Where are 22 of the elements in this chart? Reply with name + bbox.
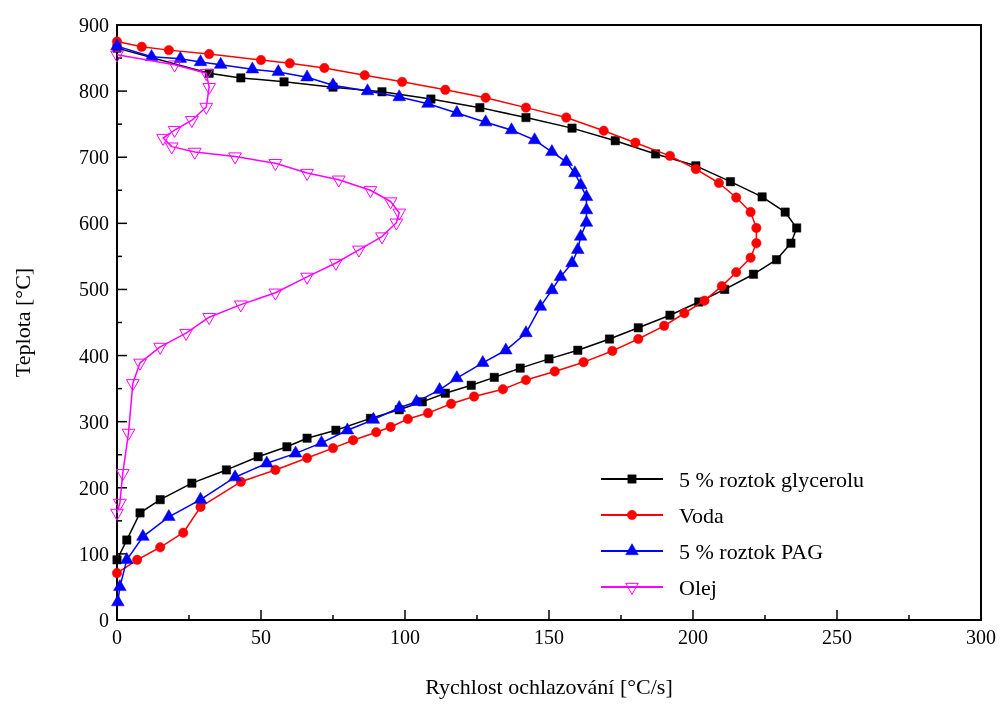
y-tick-label: 400 xyxy=(79,344,109,367)
y-tick-label: 800 xyxy=(79,80,109,103)
x-tick-label: 100 xyxy=(390,626,420,648)
x-axis-title: Rychlost ochlazování [°C/s] xyxy=(425,674,673,699)
y-tick-label: 600 xyxy=(79,212,109,235)
x-tick-label: 300 xyxy=(966,626,996,648)
legend-label: 5 % roztok glycerolu xyxy=(679,466,865,492)
x-tick-label: 200 xyxy=(678,626,708,648)
x-tick-label: 150 xyxy=(534,626,564,648)
y-tick-label: 500 xyxy=(79,278,109,301)
y-tick-label: 300 xyxy=(79,410,109,433)
legend-label: Olej xyxy=(679,574,717,600)
y-tick-label: 700 xyxy=(79,146,109,169)
y-tick-label: 0 xyxy=(99,609,109,631)
x-tick-label: 250 xyxy=(822,626,852,648)
y-tick-label: 200 xyxy=(79,476,109,499)
y-tick-label: 900 xyxy=(79,14,109,36)
x-tick-label: 50 xyxy=(251,626,271,648)
y-tick-label: 100 xyxy=(79,542,109,565)
legend-label: Voda xyxy=(679,502,725,528)
legend-label: 5 % roztok PAG xyxy=(679,538,824,564)
y-axis-title: Teplota [°C] xyxy=(10,267,35,378)
